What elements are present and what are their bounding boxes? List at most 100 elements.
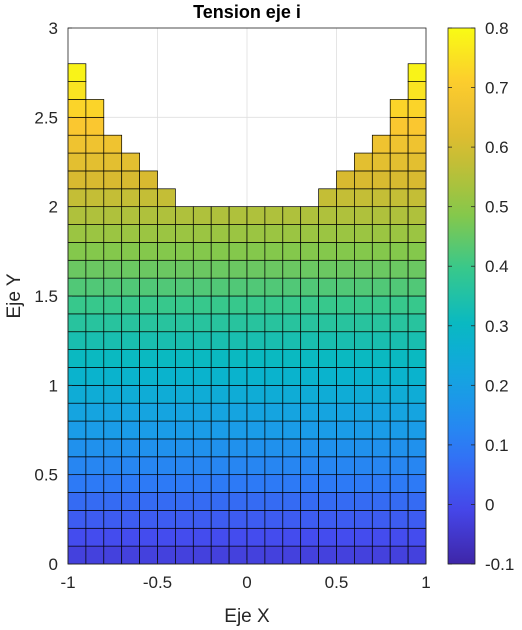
heatmap-cell <box>407 242 427 261</box>
heatmap-cell <box>103 242 123 261</box>
heatmap-cell <box>192 349 212 368</box>
heatmap-cell <box>157 295 176 315</box>
heatmap-cell <box>85 456 105 476</box>
heatmap-cell <box>139 474 158 493</box>
heatmap-cell <box>192 492 212 511</box>
heatmap-cell <box>282 313 302 333</box>
heatmap-cell <box>389 331 409 350</box>
heatmap-cell <box>264 474 284 493</box>
colorbar-tick-label: 0.1 <box>485 436 509 455</box>
heatmap-cell <box>157 545 176 565</box>
heatmap-cell <box>246 420 266 440</box>
heatmap-cell <box>246 277 266 297</box>
heatmap-cell <box>300 242 319 261</box>
heatmap-cell <box>318 349 337 368</box>
heatmap-cell <box>389 456 409 476</box>
heatmap-cell <box>246 313 266 333</box>
heatmap-cell <box>139 349 158 368</box>
heatmap-cell <box>318 277 337 297</box>
heatmap-cell <box>246 242 266 261</box>
colorbar-tick-label: -0.1 <box>485 555 514 574</box>
heatmap-cell <box>103 420 123 440</box>
heatmap-cell <box>354 438 373 458</box>
heatmap-cell <box>139 420 158 440</box>
heatmap-cell <box>407 313 427 333</box>
heatmap-cell <box>85 313 105 333</box>
heatmap-cell <box>389 277 409 297</box>
heatmap-cell <box>354 420 373 440</box>
heatmap-cell <box>210 438 230 458</box>
heatmap-cell <box>210 349 230 368</box>
heatmap-cell <box>67 313 87 333</box>
heatmap-cell <box>407 81 427 100</box>
heatmap-cell <box>246 331 266 350</box>
heatmap-cell <box>121 206 140 225</box>
heatmap-cell <box>67 152 87 172</box>
heatmap-cell <box>85 384 105 404</box>
heatmap-cell <box>336 510 355 529</box>
heatmap-cell <box>121 313 140 333</box>
heatmap-cell <box>300 331 319 350</box>
heatmap-cell <box>67 474 87 493</box>
heatmap-cell <box>85 188 105 208</box>
heatmap-cell <box>157 420 176 440</box>
heatmap-cell <box>246 474 266 493</box>
heatmap-cell <box>318 384 337 404</box>
heatmap-cell <box>407 259 427 279</box>
colorbar-tick-label: 0.5 <box>485 198 509 217</box>
heatmap-cell <box>371 367 391 386</box>
heatmap-cell <box>228 242 248 261</box>
heatmap-cell <box>67 527 87 547</box>
heatmap-cell <box>300 402 319 422</box>
heatmap-cell <box>121 456 140 476</box>
heatmap-cell <box>336 224 355 243</box>
heatmap-cell <box>157 331 176 350</box>
heatmap-cell <box>246 456 266 476</box>
heatmap-cell <box>85 402 105 422</box>
heatmap-cell <box>228 349 248 368</box>
heatmap-cell <box>407 224 427 243</box>
heatmap-cell <box>407 295 427 315</box>
heatmap-cell <box>371 492 391 511</box>
heatmap-cell <box>371 474 391 493</box>
heatmap-cell <box>371 224 391 243</box>
x-tick-label: -1 <box>60 573 75 592</box>
heatmap-cell <box>246 206 266 225</box>
heatmap-cell <box>192 295 212 315</box>
heatmap-cell <box>389 134 409 154</box>
heatmap-cell <box>157 206 176 225</box>
colorbar-tick-label: 0.7 <box>485 79 509 98</box>
heatmap-cell <box>389 188 409 208</box>
heatmap-cell <box>371 420 391 440</box>
heatmap-cell <box>157 313 176 333</box>
heatmap-cell <box>228 438 248 458</box>
heatmap-cell <box>264 206 284 225</box>
heatmap-cell <box>175 527 194 547</box>
heatmap-cell <box>210 313 230 333</box>
heatmap-cell <box>371 313 391 333</box>
heatmap-cell <box>300 438 319 458</box>
heatmap-cell <box>318 224 337 243</box>
heatmap-cell <box>67 295 87 315</box>
heatmap-cell <box>354 295 373 315</box>
heatmap-cell <box>246 224 266 243</box>
heatmap-cell <box>407 402 427 422</box>
heatmap-cell <box>389 545 409 565</box>
heatmap-cell <box>67 116 87 136</box>
heatmap-cell <box>121 331 140 350</box>
heatmap-cell <box>157 367 176 386</box>
heatmap-cell <box>354 170 373 190</box>
colorbar: -0.1 0 0.1 0.2 0.3 0.4 0.5 0.6 0.7 0.8 <box>447 19 514 574</box>
heatmap-cell <box>85 277 105 297</box>
heatmap-cell <box>67 331 87 350</box>
heatmap-cell <box>282 456 302 476</box>
heatmap-cell <box>139 295 158 315</box>
heatmap-cell <box>407 492 427 511</box>
heatmap-cell <box>175 420 194 440</box>
heatmap-cell <box>264 456 284 476</box>
heatmap-cell <box>246 402 266 422</box>
y-tick-label: 3 <box>49 19 58 38</box>
heatmap-cell <box>407 99 427 118</box>
heatmap-cell <box>264 224 284 243</box>
heatmap-cell <box>85 474 105 493</box>
